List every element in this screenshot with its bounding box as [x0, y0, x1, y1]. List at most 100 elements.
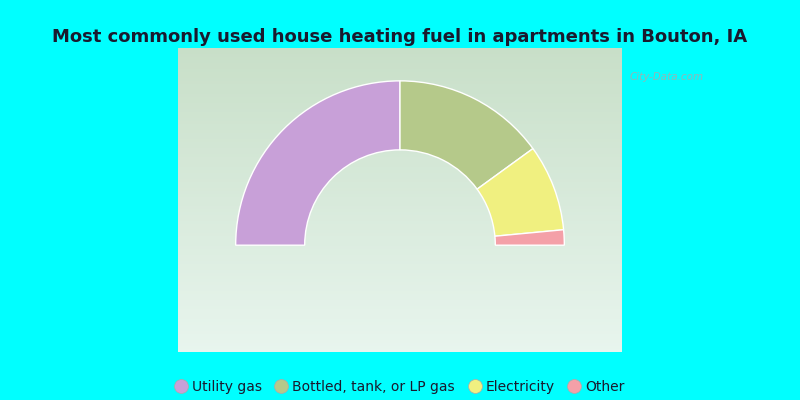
Bar	[178, 285, 622, 288]
Bar	[178, 197, 622, 200]
Bar	[178, 224, 622, 227]
Bar	[178, 160, 622, 164]
Bar	[178, 151, 622, 154]
Bar	[178, 303, 622, 306]
Bar	[178, 215, 622, 218]
Bar	[178, 234, 622, 236]
Bar	[178, 209, 622, 212]
Bar	[178, 258, 622, 261]
Bar	[178, 124, 622, 127]
Bar	[178, 170, 622, 173]
Bar	[178, 121, 622, 124]
Bar	[178, 118, 622, 121]
Bar	[178, 270, 622, 273]
Bar	[178, 179, 622, 182]
Bar	[178, 154, 622, 158]
Bar	[178, 191, 622, 194]
Bar	[178, 334, 622, 337]
Bar	[178, 255, 622, 258]
Bar	[178, 279, 622, 282]
Bar	[178, 252, 622, 255]
Bar	[178, 158, 622, 160]
Bar	[178, 276, 622, 279]
Bar	[178, 142, 622, 145]
Bar	[178, 78, 622, 82]
Bar	[178, 282, 622, 285]
Bar	[178, 164, 622, 166]
Wedge shape	[477, 149, 563, 236]
Bar	[178, 48, 622, 51]
Bar	[178, 54, 622, 57]
Bar	[178, 200, 622, 203]
Bar	[178, 133, 622, 136]
Bar	[178, 82, 622, 84]
Bar	[178, 267, 622, 270]
Bar	[178, 318, 622, 322]
Bar	[178, 203, 622, 206]
Bar	[178, 148, 622, 151]
Bar	[178, 297, 622, 300]
Bar	[178, 206, 622, 209]
Bar	[178, 103, 622, 106]
Bar	[178, 106, 622, 109]
Bar	[178, 185, 622, 188]
Bar	[178, 325, 622, 328]
Bar	[178, 343, 622, 346]
Bar	[178, 273, 622, 276]
Bar	[178, 264, 622, 267]
Bar	[178, 221, 622, 224]
Bar	[178, 188, 622, 191]
Bar	[178, 249, 622, 252]
Bar	[178, 227, 622, 230]
Bar	[178, 94, 622, 97]
Bar	[178, 316, 622, 318]
Wedge shape	[495, 230, 564, 245]
Bar	[178, 97, 622, 100]
Bar	[178, 136, 622, 139]
Bar	[178, 139, 622, 142]
Bar	[178, 291, 622, 294]
Bar	[178, 340, 622, 343]
Bar	[178, 240, 622, 242]
Bar	[178, 322, 622, 325]
Bar	[178, 242, 622, 246]
Bar	[178, 69, 622, 72]
Bar	[178, 130, 622, 133]
Bar	[178, 337, 622, 340]
Bar	[178, 75, 622, 78]
Bar	[178, 310, 622, 312]
Bar	[178, 115, 622, 118]
Bar	[178, 166, 622, 170]
Bar	[178, 109, 622, 112]
Bar	[178, 328, 622, 331]
Bar	[178, 90, 622, 94]
Wedge shape	[236, 81, 400, 245]
Bar	[178, 60, 622, 63]
Bar	[178, 331, 622, 334]
Bar	[178, 173, 622, 176]
Bar	[178, 66, 622, 69]
Bar	[178, 230, 622, 234]
Bar	[178, 261, 622, 264]
Bar	[178, 306, 622, 310]
Bar	[178, 182, 622, 185]
Bar	[178, 72, 622, 75]
Bar	[178, 51, 622, 54]
Bar	[178, 236, 622, 240]
Bar	[178, 127, 622, 130]
Bar	[178, 218, 622, 221]
Bar	[178, 84, 622, 88]
Bar	[178, 145, 622, 148]
Bar	[178, 300, 622, 303]
Bar	[178, 57, 622, 60]
Bar	[178, 100, 622, 103]
Bar	[178, 349, 622, 352]
Bar	[178, 294, 622, 297]
Bar	[178, 346, 622, 349]
Bar	[178, 88, 622, 90]
Text: Most commonly used house heating fuel in apartments in Bouton, IA: Most commonly used house heating fuel in…	[53, 28, 747, 46]
Text: City-Data.com: City-Data.com	[630, 72, 704, 82]
Bar	[178, 312, 622, 316]
Bar	[178, 194, 622, 197]
Wedge shape	[400, 81, 533, 189]
